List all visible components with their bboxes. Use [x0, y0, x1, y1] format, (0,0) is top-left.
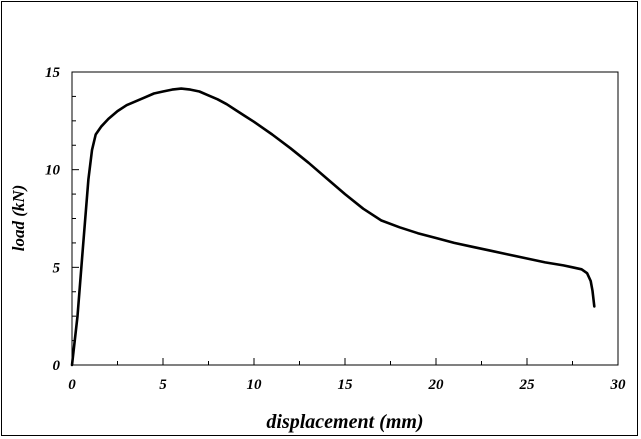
x-tick-label: 25 [519, 377, 536, 393]
load-curve [70, 87, 596, 367]
x-tick-label: 0 [68, 377, 76, 393]
y-axis: 0 5 10 15 [45, 65, 79, 374]
x-tick-label: 15 [338, 377, 354, 393]
plot-area [71, 71, 619, 366]
x-tick-label: 5 [159, 377, 167, 393]
x-axis-title: displacement (mm) [266, 411, 423, 433]
y-tick-label: 10 [45, 163, 61, 179]
y-tick-label: 5 [53, 260, 61, 276]
x-tick-label: 10 [247, 377, 263, 393]
y-axis-title: load (kN) [9, 185, 28, 252]
x-tick-label: 30 [610, 377, 627, 393]
y-tick-label: 0 [53, 358, 61, 374]
y-tick-label: 15 [45, 65, 61, 81]
x-axis: 0 5 10 15 20 25 30 [68, 358, 626, 393]
x-tick-label: 20 [428, 377, 445, 393]
